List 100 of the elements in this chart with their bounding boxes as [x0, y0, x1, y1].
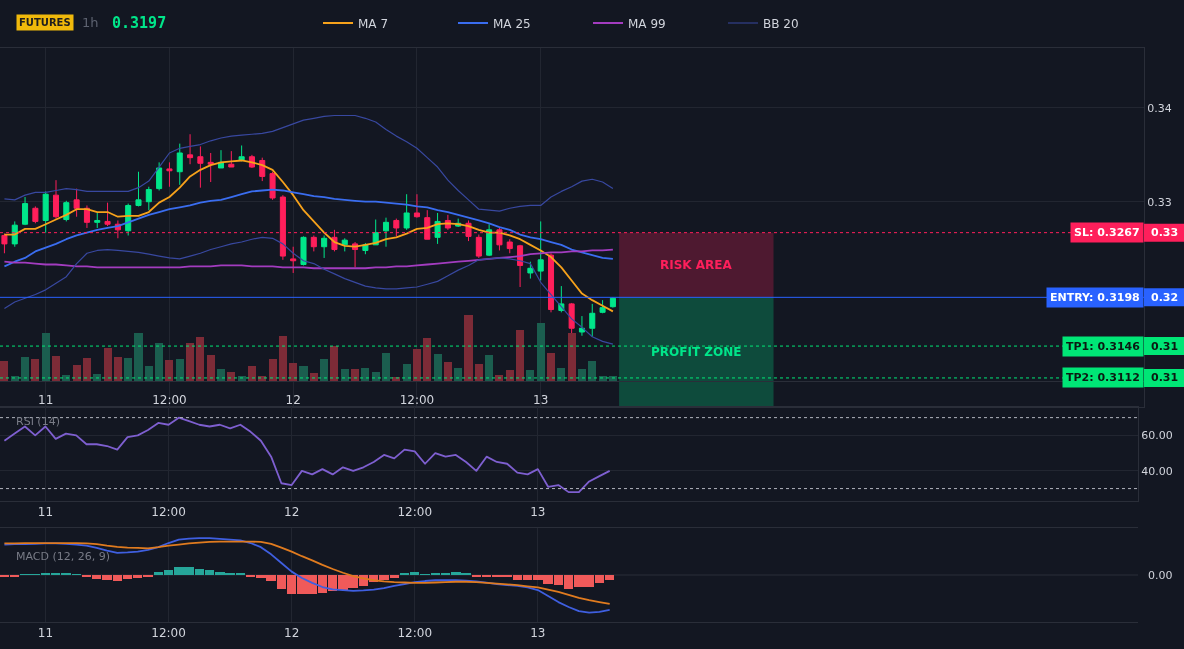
candlestick — [52, 179, 60, 220]
candlestick — [176, 143, 183, 186]
ref-line-label: TP2: 0.3112 — [1066, 371, 1140, 384]
bar — [165, 360, 173, 381]
bar — [155, 343, 163, 381]
bar — [186, 343, 194, 381]
text: MACD (12, 26, 9) — [16, 550, 111, 563]
candlestick — [73, 188, 80, 218]
candlestick — [290, 246, 297, 274]
bar — [176, 359, 184, 381]
x-tick-label: 11 — [38, 393, 54, 407]
y-tick-label: 40.00 — [1141, 464, 1173, 478]
x-tick-label: 11 — [37, 626, 54, 641]
candlestick — [269, 171, 276, 201]
candlestick — [135, 171, 142, 207]
bar — [21, 357, 29, 381]
text: 0.31 — [1151, 371, 1179, 384]
candlestick — [310, 234, 317, 252]
candlestick — [475, 234, 482, 259]
x-tick-label: 12 — [284, 505, 300, 520]
legend-label: MA 25 — [493, 16, 531, 31]
x-tick-label: 12:00 — [397, 626, 433, 641]
legend-label: MA 99 — [628, 16, 666, 31]
candlestick — [156, 161, 163, 191]
bar — [248, 366, 256, 381]
legend-label: MA 7 — [358, 16, 389, 31]
candlestick — [537, 220, 544, 281]
bar — [444, 362, 452, 381]
x-tick-label: 13 — [533, 393, 549, 407]
bar — [547, 353, 555, 381]
x-tick-label: 11 — [37, 505, 54, 520]
candlestick — [228, 150, 235, 168]
candlestick — [207, 152, 214, 183]
bar — [0, 361, 8, 381]
bar — [537, 323, 545, 381]
text: 0.00 — [1148, 569, 1173, 582]
bar — [330, 346, 338, 381]
line-series — [3, 248, 614, 270]
candlestick — [94, 212, 101, 229]
bar — [196, 337, 204, 381]
bar — [475, 364, 483, 381]
text: 0.32 — [1151, 291, 1179, 304]
candlestick — [506, 238, 513, 254]
candlestick — [197, 145, 204, 189]
candlestick — [166, 161, 173, 188]
bar — [124, 358, 132, 381]
candlestick — [187, 133, 194, 165]
bar — [207, 355, 215, 381]
line-series — [3, 188, 614, 268]
candlestick — [104, 202, 111, 227]
bar — [134, 333, 143, 381]
candlestick — [413, 193, 420, 219]
x-tick-label: 12:00 — [399, 393, 435, 407]
bar — [83, 358, 91, 381]
candlestick — [11, 220, 18, 248]
bar — [279, 336, 287, 381]
bar — [423, 338, 431, 381]
band-label: RISK AREA — [660, 258, 733, 272]
text: RSI (14) — [16, 415, 60, 428]
x-tick-label: 13 — [530, 505, 546, 520]
bar — [310, 373, 318, 381]
line-series — [3, 114, 614, 212]
bar — [145, 366, 153, 381]
bar — [516, 330, 524, 381]
legend-label: BB 20 — [763, 16, 799, 31]
bar — [289, 363, 297, 381]
x-tick-label: 12 — [284, 626, 300, 641]
bar — [320, 359, 328, 381]
bar — [382, 353, 390, 381]
bar — [351, 369, 359, 381]
line-series — [3, 159, 614, 313]
bar — [578, 369, 586, 381]
band-label: PROFIT ZONE — [651, 345, 742, 359]
bar — [104, 348, 112, 381]
bar — [588, 361, 596, 381]
bar — [31, 359, 39, 381]
candlestick — [1, 233, 8, 254]
candlestick — [599, 299, 606, 314]
line-series — [3, 416, 611, 494]
candlestick — [403, 193, 410, 231]
bar — [42, 333, 50, 381]
y-tick-label: 0.34 — [1147, 101, 1172, 115]
candlestick — [145, 186, 152, 211]
ref-line-label: TP1: 0.3146 — [1066, 340, 1141, 353]
candlestick — [486, 223, 493, 257]
candlestick — [589, 303, 596, 338]
candlestick — [32, 205, 39, 224]
candlestick — [609, 296, 616, 309]
bar — [557, 368, 565, 381]
bar — [361, 368, 369, 381]
bar — [299, 366, 308, 381]
candlestick — [527, 261, 534, 280]
candlestick — [22, 196, 29, 226]
line-series — [3, 236, 614, 345]
text: 1h — [82, 15, 99, 30]
text: FUTURES — [19, 17, 71, 28]
x-tick-label: 13 — [530, 626, 546, 641]
bar — [454, 368, 462, 381]
x-tick-label: 12:00 — [152, 393, 187, 407]
x-tick-label: 12 — [285, 393, 301, 407]
